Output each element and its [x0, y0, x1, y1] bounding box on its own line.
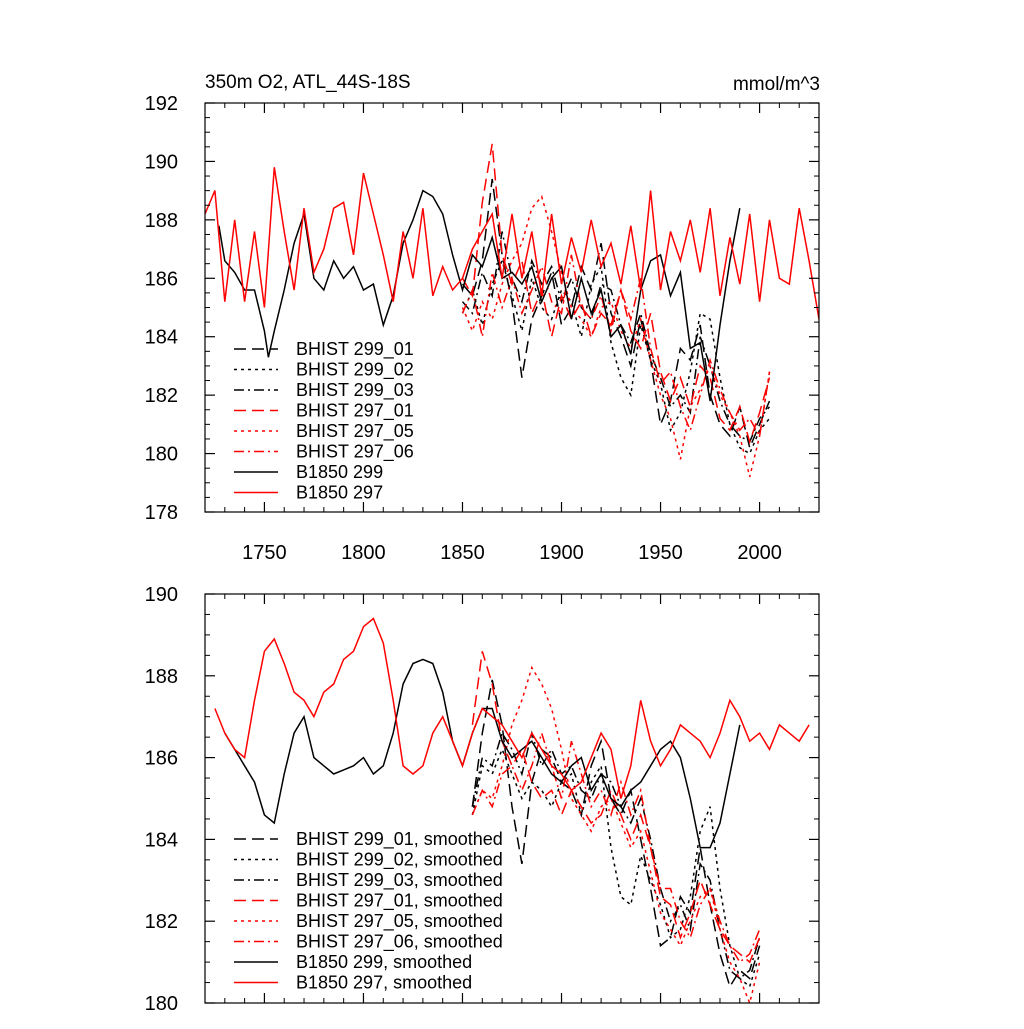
top-y-tick-label: 188 [145, 210, 178, 232]
top-y-tick-label: 186 [145, 268, 178, 290]
bottom-plot-lines [214, 617, 810, 1003]
bottom-axes: 180 182 184 186 188 190 [145, 584, 820, 1015]
top-legend-label: BHIST 297_05 [296, 421, 414, 442]
bottom-series-line-5 [471, 665, 761, 1003]
top-legend-label: BHIST 299_03 [296, 380, 414, 401]
top-legend-label: BHIST 297_01 [296, 401, 414, 422]
bottom-panel: 180 182 184 186 188 190 BHIST 299_01, smoothe… [145, 584, 820, 1015]
bottom-y-tick-label: 180 [145, 993, 178, 1015]
top-x-tick-label: 1900 [539, 542, 584, 564]
bottom-legend-label: B1850 297, smoothed [296, 973, 472, 993]
top-series-line-6 [461, 254, 771, 439]
top-x-tick-label: 2000 [737, 542, 782, 564]
top-axes: 178 180 182 184 186 188 190 192 1750 1800 1850 1900… [145, 93, 820, 564]
bottom-y-tick-label: 186 [145, 748, 178, 770]
top-legend-label: B1850 299 [296, 462, 383, 482]
bottom-y-tick-label: 188 [145, 666, 178, 688]
bottom-series-line-6 [471, 730, 761, 964]
bottom-series-line-8 [214, 617, 810, 799]
bottom-legend-label: BHIST 299_03, smoothed [296, 870, 503, 891]
top-y-tick-label: 192 [145, 93, 178, 115]
top-y-tick-label: 182 [145, 385, 178, 407]
top-x-tick-label: 1750 [242, 542, 287, 564]
top-series-line-1 [461, 178, 771, 451]
top-series-line-2 [461, 258, 771, 455]
top-legend-label: BHIST 299_01 [296, 339, 414, 360]
bottom-y-tick-label: 182 [145, 911, 178, 933]
top-y-tick-label: 178 [145, 502, 178, 524]
bottom-legend-label: BHIST 297_01, smoothed [296, 891, 503, 912]
top-series-line-4 [461, 143, 771, 445]
top-series-line-7 [218, 189, 741, 402]
top-x-tick-label: 1800 [341, 542, 386, 564]
bottom-series-line-7 [224, 658, 741, 849]
top-series-line-8 [205, 167, 819, 320]
bottom-series-line-3 [471, 730, 761, 980]
top-panel: 350m O2, ATL_44S-18S mmol/m^3 1781801821… [145, 72, 820, 564]
top-y-tick-label: 180 [145, 444, 178, 466]
top-legend-label: BHIST 299_02 [296, 360, 414, 381]
bottom-legend-label: B1850 299, smoothed [296, 952, 472, 972]
bottom-legend-label: BHIST 299_02, smoothed [296, 850, 503, 871]
top-legend-label: B1850 297 [296, 483, 383, 503]
top-y-tick-label: 190 [145, 151, 178, 173]
bottom-y-tick-label: 190 [145, 584, 178, 606]
bottom-series-line-2 [471, 747, 761, 988]
top-plot-lines [205, 143, 819, 478]
top-x-tick-label: 1850 [440, 542, 485, 564]
chart-title: 350m O2, ATL_44S-18S [205, 72, 411, 93]
top-legend-label: BHIST 297_06 [296, 442, 414, 463]
top-series-line-5 [461, 194, 771, 478]
bottom-legend-label: BHIST 297_05, smoothed [296, 911, 503, 932]
top-y-tick-label: 184 [145, 327, 178, 349]
top-x-tick-label: 1950 [638, 542, 683, 564]
bottom-series-line-1 [471, 679, 761, 989]
bottom-legend-label: BHIST 297_06, smoothed [296, 932, 503, 953]
bottom-y-tick-label: 184 [145, 829, 178, 851]
bottom-legend-label: BHIST 299_01, smoothed [296, 829, 503, 850]
units-label: mmol/m^3 [733, 74, 820, 95]
